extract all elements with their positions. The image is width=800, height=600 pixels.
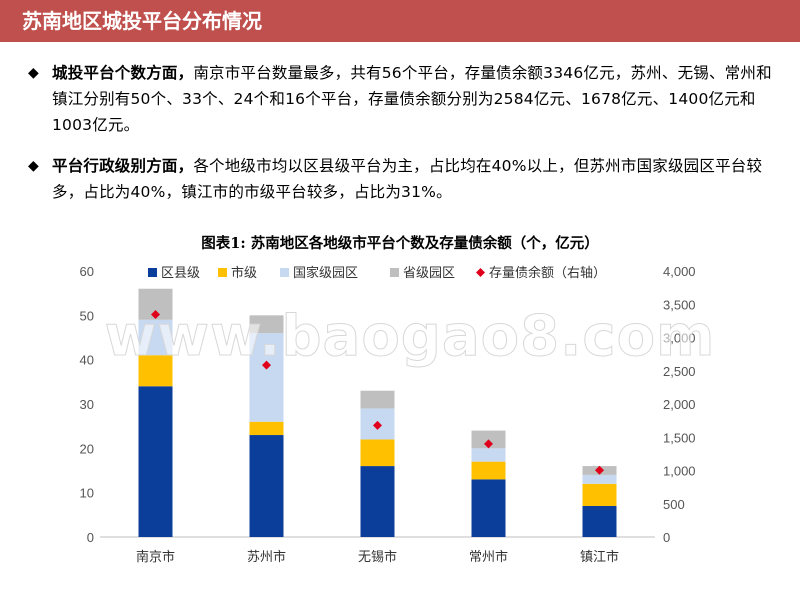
y-tick-label: 60 <box>80 264 94 279</box>
bar-segment <box>249 333 284 422</box>
bullet-text: 各个地级市均以区县级平台为主，占比均在40%以上，但苏州市国家级园区平台较多，占… <box>52 157 763 201</box>
legend-diamond-icon <box>476 268 485 277</box>
bar-segment <box>138 319 173 356</box>
stacked-bar-chart: 0 10 20 30 40 50 60 0 500 1,000 1,500 2,000 2,500 3,0… <box>80 264 716 565</box>
y-tick-label: 50 <box>80 308 94 323</box>
y-tick-label: 30 <box>80 397 94 412</box>
page-title: 苏南地区城投平台分布情况 <box>0 0 800 42</box>
y2-tick-label: 1,000 <box>663 464 696 479</box>
bar-segment <box>582 474 617 484</box>
category-label: 镇江市 <box>580 549 619 565</box>
debt-point <box>262 360 271 370</box>
diamond-bullet-icon: ◆ <box>28 158 39 174</box>
y2-tick-label: 4,000 <box>663 264 696 279</box>
bar-segment <box>138 386 173 537</box>
y2-tick-label: 1,500 <box>663 430 696 445</box>
bullet-platform-count: ◆ 城投平台个数方面，南京市平台数量最多，共有56个平台，存量债余额3346亿元… <box>28 60 780 138</box>
category-label: 无锡市 <box>358 549 397 565</box>
watermark: www.baogao8.com <box>104 304 716 370</box>
y2-tick-label: 500 <box>663 497 685 512</box>
legend-label: 区县级 <box>161 266 200 281</box>
legend-swatch <box>148 268 157 277</box>
bar-segment <box>360 439 395 467</box>
chart-debt-points <box>151 309 604 475</box>
debt-point <box>373 420 382 430</box>
diamond-bullet-icon: ◆ <box>28 65 39 81</box>
bullet-lead: 平台行政级别方面， <box>52 157 194 175</box>
chart-title: 图表1: 苏南地区各地级市平台个数及存量债余额（个，亿元） <box>201 235 599 252</box>
category-label: 苏州市 <box>247 549 286 565</box>
y2-tick-label: 0 <box>663 530 670 545</box>
y-tick-label: 20 <box>80 441 94 456</box>
chart-bars <box>138 288 617 537</box>
chart-axes: 0 10 20 30 40 50 60 0 500 1,000 1,500 2,000 2,500 3,0… <box>80 264 696 565</box>
y2-tick-label: 2,000 <box>663 397 696 412</box>
legend-swatch <box>218 268 227 277</box>
bar-segment <box>249 315 284 334</box>
y-tick-label: 10 <box>80 486 94 501</box>
category-label: 南京市 <box>136 549 175 565</box>
bar-segment <box>360 390 395 409</box>
y2-tick-label: 3,500 <box>663 297 696 312</box>
bar-segment <box>471 461 506 480</box>
debt-point <box>151 309 160 319</box>
y-tick-label: 0 <box>87 530 94 545</box>
legend-swatch <box>390 268 399 277</box>
bar-segment <box>138 355 173 387</box>
bullet-text: 南京市平台数量最多，共有56个平台，存量债余额3346亿元，苏州、无锡、常州和镇… <box>52 64 772 134</box>
bar-segment <box>249 435 284 537</box>
bar-segment <box>582 505 617 537</box>
legend-label: 存量债余额（右轴） <box>489 265 606 281</box>
bullet-lead: 城投平台个数方面， <box>52 64 194 82</box>
y-tick-label: 40 <box>80 353 94 368</box>
bullet-admin-level: ◆ 平台行政级别方面，各个地级市均以区县级平台为主，占比均在40%以上，但苏州市… <box>28 153 780 205</box>
bar-segment <box>360 466 395 537</box>
chart-legend: 区县级 市级 国家级园区 省级园区 存量债余额（右轴） <box>148 265 606 281</box>
debt-point <box>484 439 493 449</box>
bar-segment <box>471 479 506 537</box>
legend-swatch <box>280 268 289 277</box>
legend-label: 市级 <box>231 265 257 281</box>
category-label: 常州市 <box>469 549 508 565</box>
watermark-text: www.baogao8.com <box>105 304 716 369</box>
bar-segment <box>582 483 617 506</box>
y2-tick-label: 2,500 <box>663 364 696 379</box>
bar-segment <box>249 421 284 436</box>
y2-tick-label: 3,000 <box>663 331 696 346</box>
legend-label: 省级园区 <box>403 266 455 281</box>
debt-point <box>595 465 604 475</box>
bar-segment <box>471 448 506 462</box>
legend-label: 国家级园区 <box>293 265 358 281</box>
